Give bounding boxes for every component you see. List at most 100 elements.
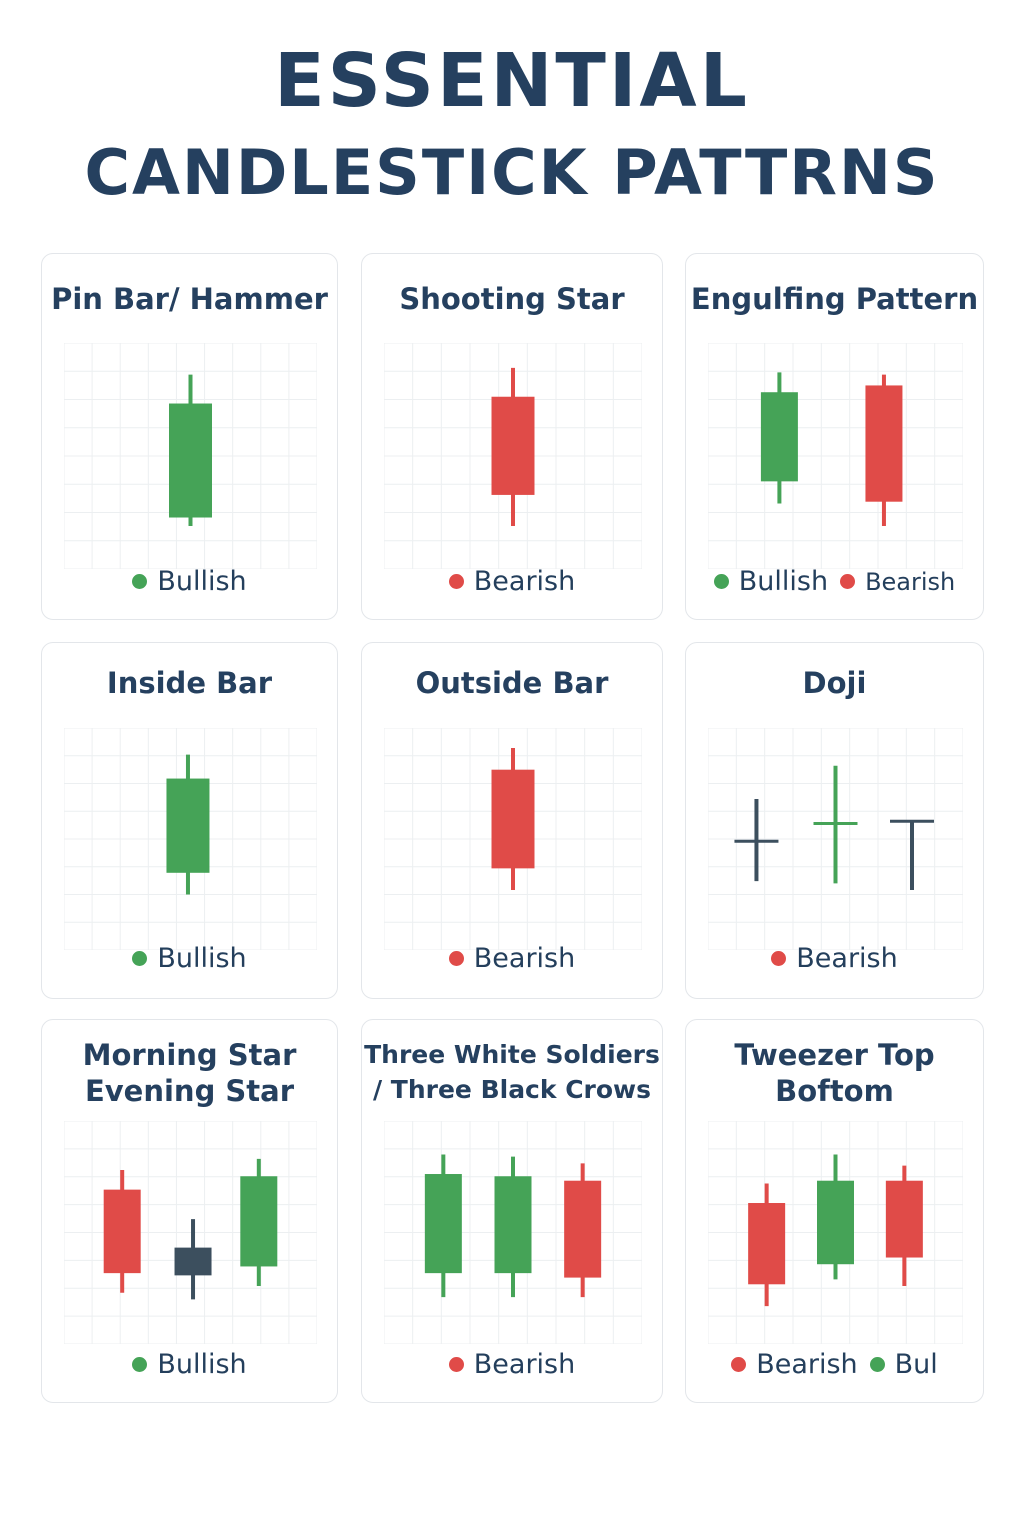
candle [865, 374, 903, 527]
legend-dot-icon [132, 951, 148, 966]
pattern-card: Engulfing Pattern Bullish Bearish [685, 253, 984, 620]
legend-label: Bullish [157, 1349, 247, 1380]
legend: Bullish [42, 565, 337, 597]
card-title: Engulfing Pattern [686, 281, 983, 317]
card-title: Three White Soldiers / Three Black Crows [362, 1037, 662, 1107]
legend: Bearish Bul [686, 1348, 983, 1380]
legend: Bearish [686, 942, 983, 974]
legend-label: Bearish [796, 943, 898, 974]
card-title-line: Engulfing Pattern [690, 282, 979, 316]
legend-item: Bul [869, 1349, 938, 1380]
legend-label: Bearish [473, 566, 576, 597]
candle-body [240, 1176, 278, 1267]
legend-label: Bearish [473, 1349, 576, 1380]
candle [890, 819, 934, 891]
candlestick-chart [708, 343, 963, 569]
candlestick-chart [64, 1121, 317, 1344]
legend-item: Bearish [731, 1349, 858, 1380]
card-title: Doji [686, 665, 983, 701]
candle [103, 1170, 141, 1293]
legend: Bearish [362, 565, 662, 597]
candle-body [494, 1176, 532, 1274]
candle [169, 374, 212, 527]
legend-dot-icon [448, 951, 464, 966]
legend-label: Bullish [738, 566, 829, 597]
card-title: Tweezer Top Boftom [686, 1037, 983, 1109]
candle-body [865, 385, 903, 502]
candle-body [817, 1180, 854, 1265]
candle-body [103, 1189, 141, 1274]
legend-item: Bearish [448, 566, 576, 597]
candle-body [169, 403, 212, 518]
candle [491, 367, 535, 527]
legend-dot-icon [869, 1357, 885, 1372]
legend: Bullish [42, 942, 337, 974]
pattern-card: Doji Bearish [685, 642, 984, 999]
candle [748, 1183, 786, 1307]
pattern-card: Inside Bar Bullish [41, 642, 338, 999]
grid [64, 1121, 317, 1344]
pattern-card: Three White Soldiers / Three Black Crows B… [361, 1019, 663, 1403]
legend: Bullish Bearish [686, 565, 983, 597]
candle-body [491, 769, 535, 869]
candle [734, 799, 779, 882]
candle [813, 765, 858, 884]
pattern-card: Morning Star Evening Star Bullish [41, 1019, 338, 1403]
candle-body [760, 392, 798, 482]
candlestick-chart [64, 343, 317, 569]
legend-label: Bul [894, 1349, 938, 1380]
pattern-card: Pin Bar/ Hammer Bullish [41, 253, 338, 620]
candlestick-chart [384, 343, 642, 569]
candle [424, 1154, 462, 1298]
legend-dot-icon [840, 574, 856, 589]
candle [491, 747, 535, 891]
card-title: Morning Star Evening Star [42, 1037, 337, 1109]
card-title-line: Morning Star [82, 1038, 297, 1072]
legend-dot-icon [132, 1357, 148, 1372]
card-title: Inside Bar [42, 665, 337, 701]
card-title: Outside Bar [362, 665, 662, 701]
legend-item: Bullish [132, 566, 247, 597]
legend-item: Bullish [132, 943, 247, 974]
card-title-line: / Three Black Crows [372, 1075, 652, 1104]
candle [494, 1156, 532, 1298]
candle [564, 1163, 602, 1298]
legend-item: Bearish [771, 943, 898, 974]
candlestick-chart [384, 728, 642, 950]
card-title: Pin Bar/ Hammer [42, 281, 337, 317]
candle-body [564, 1180, 602, 1278]
legend-dot-icon [713, 574, 729, 589]
card-title-line: Tweezer Top [734, 1038, 935, 1072]
legend-label: Bearish [865, 567, 956, 596]
main-title-line-1: ESSENTIAL [274, 38, 750, 124]
grid [64, 343, 317, 569]
candle [174, 1219, 212, 1300]
card-title-line: Inside Bar [106, 666, 273, 700]
main-title-line-2: CANDLESTICK PATTRNS [84, 136, 940, 209]
card-title-line: Boftom [775, 1074, 894, 1108]
grid [384, 728, 642, 950]
legend: Bearish [362, 1348, 662, 1380]
candle-body [748, 1203, 786, 1285]
candlestick-chart [708, 1121, 963, 1344]
legend-dot-icon [448, 1357, 464, 1372]
candle [166, 754, 210, 895]
grid [708, 343, 963, 569]
candle-body [166, 778, 210, 873]
legend-label: Bullish [157, 943, 247, 974]
card-title-line: Pin Bar/ Hammer [51, 282, 328, 316]
candlestick-chart [708, 728, 963, 950]
legend-label: Bullish [157, 566, 247, 597]
candle-body [491, 396, 535, 495]
legend-dot-icon [731, 1357, 747, 1372]
card-title-line: Shooting Star [399, 282, 625, 316]
legend-item: Bearish [448, 943, 575, 974]
legend: Bearish [362, 942, 662, 974]
card-title-line: Evening Star [84, 1074, 295, 1108]
candlestick-chart [384, 1121, 642, 1344]
candle [240, 1158, 278, 1287]
card-title-line: Outside Bar [415, 666, 609, 700]
candle-body [885, 1180, 923, 1258]
candle-body [174, 1247, 212, 1276]
legend-dot-icon [771, 951, 787, 966]
